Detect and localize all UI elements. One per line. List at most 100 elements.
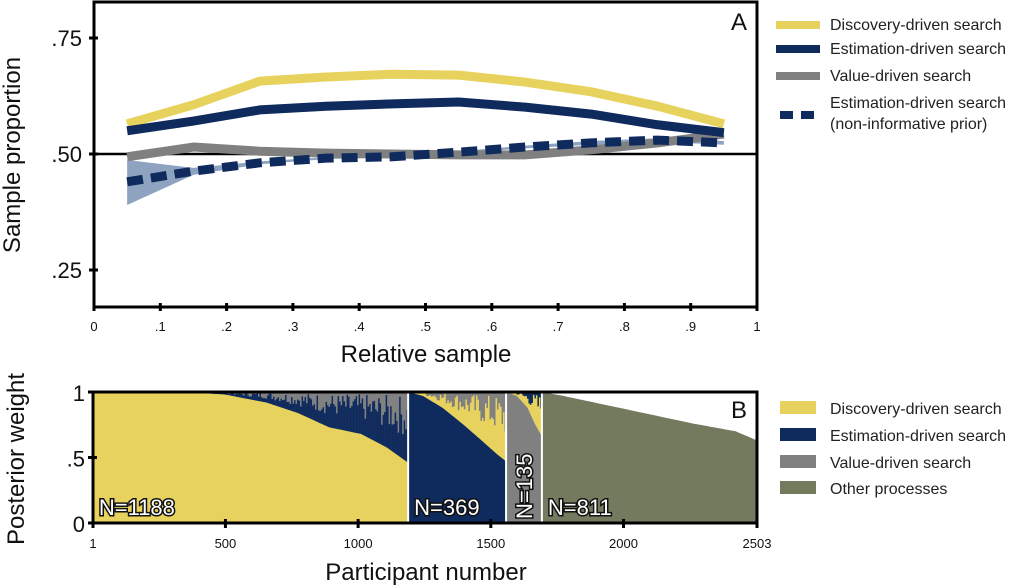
bar-secondary <box>373 400 376 442</box>
bar-secondary <box>420 393 423 396</box>
bar-secondary <box>521 393 523 402</box>
bar-tertiary <box>538 392 541 398</box>
bar-tertiary <box>372 392 374 403</box>
bar-tertiary <box>525 392 528 397</box>
bar-tertiary <box>360 392 362 404</box>
legend-item: Discovery-driven search <box>780 401 1002 418</box>
bar-tertiary <box>483 392 486 422</box>
bar-tertiary <box>313 392 316 405</box>
bar-tertiary <box>328 392 331 408</box>
bar-secondary <box>375 409 377 443</box>
bar-tertiary <box>381 392 383 426</box>
bar-secondary <box>405 429 407 462</box>
bar-secondary <box>282 400 284 409</box>
x-tick-label: .5 <box>420 319 431 334</box>
bar-tertiary <box>370 392 373 413</box>
bar-secondary <box>321 409 323 425</box>
bar-secondary <box>501 424 504 459</box>
bar-secondary <box>230 393 233 397</box>
bar-secondary <box>265 398 268 403</box>
x-tick-label: 500 <box>215 536 237 551</box>
bar-secondary <box>352 401 355 433</box>
bar-secondary <box>399 396 401 458</box>
bar-secondary <box>426 395 429 399</box>
group-estimation-driven-search: N=369 <box>407 392 507 523</box>
bar-secondary <box>286 401 289 410</box>
bar-tertiary <box>321 392 323 410</box>
bar-secondary <box>423 392 426 398</box>
bar-secondary <box>337 396 340 430</box>
bar-secondary <box>303 400 305 417</box>
bar-secondary <box>319 411 322 424</box>
panel-label-a: A <box>731 9 747 36</box>
bar-tertiary <box>379 392 382 404</box>
bar-secondary <box>492 418 495 452</box>
bar-tertiary <box>427 392 430 397</box>
bar-secondary <box>313 404 316 422</box>
bar-tertiary <box>487 392 490 397</box>
bar-secondary <box>300 406 302 415</box>
bar-tertiary <box>535 392 538 396</box>
bar-secondary <box>418 393 421 396</box>
bar-tertiary <box>448 392 451 404</box>
bar-secondary <box>369 404 371 440</box>
bar-tertiary <box>526 392 529 400</box>
legend-label-line2: (non-informative prior) <box>830 116 987 133</box>
bar-secondary <box>285 394 287 410</box>
bar-secondary <box>457 410 460 422</box>
bar-secondary <box>453 406 456 418</box>
bar-secondary <box>360 403 362 435</box>
bar-tertiary <box>497 392 499 410</box>
bar-secondary <box>289 403 292 411</box>
bar-tertiary <box>294 392 296 401</box>
bar-tertiary <box>345 392 347 408</box>
bar-tertiary <box>433 392 436 397</box>
bar-tertiary <box>397 392 400 434</box>
bar-tertiary <box>282 392 284 401</box>
bar-tertiary <box>291 392 293 398</box>
bar-tertiary <box>295 392 298 405</box>
x-tick-label: .2 <box>221 319 232 334</box>
group-value-driven-search: N=135 <box>505 392 543 523</box>
bar-tertiary <box>469 392 472 404</box>
bar-secondary <box>325 401 328 427</box>
bar-secondary <box>387 406 389 449</box>
bar-secondary <box>301 396 304 416</box>
bar-secondary <box>298 400 301 415</box>
bar-tertiary <box>352 392 355 402</box>
bar-secondary <box>435 397 438 405</box>
primary-area <box>506 392 542 523</box>
bar-tertiary <box>279 392 281 402</box>
x-tick-label: .6 <box>486 319 497 334</box>
x-tick-label: .3 <box>287 319 298 334</box>
bar-tertiary <box>451 392 454 408</box>
bar-tertiary <box>258 392 260 398</box>
legend-swatch <box>780 481 816 494</box>
bar-secondary <box>241 394 244 399</box>
legend-label: Estimation-driven search <box>830 95 1006 112</box>
bar-tertiary <box>523 392 526 397</box>
bar-tertiary <box>462 392 465 407</box>
bar-secondary <box>522 395 525 404</box>
bar-tertiary <box>318 392 320 411</box>
bar-secondary <box>223 392 226 396</box>
bar-tertiary <box>333 392 335 405</box>
bar-secondary <box>376 411 379 443</box>
bar-tertiary <box>460 392 463 408</box>
bar-secondary <box>261 397 263 403</box>
legend-swatch <box>776 45 820 53</box>
y-tick-label: .25 <box>51 258 82 283</box>
bar-tertiary <box>343 392 346 402</box>
x-tick-label: 1000 <box>344 536 373 551</box>
bar-tertiary <box>265 392 268 400</box>
bar-secondary <box>444 393 447 411</box>
bar-secondary <box>280 398 283 408</box>
bar-tertiary <box>396 392 398 422</box>
legend-b: Discovery-driven search Estimation-driven… <box>780 401 1006 498</box>
bar-tertiary <box>355 392 358 397</box>
bar-secondary <box>489 419 492 449</box>
bar-tertiary <box>390 392 392 407</box>
bar-secondary <box>494 425 496 453</box>
bar-secondary <box>217 392 220 395</box>
